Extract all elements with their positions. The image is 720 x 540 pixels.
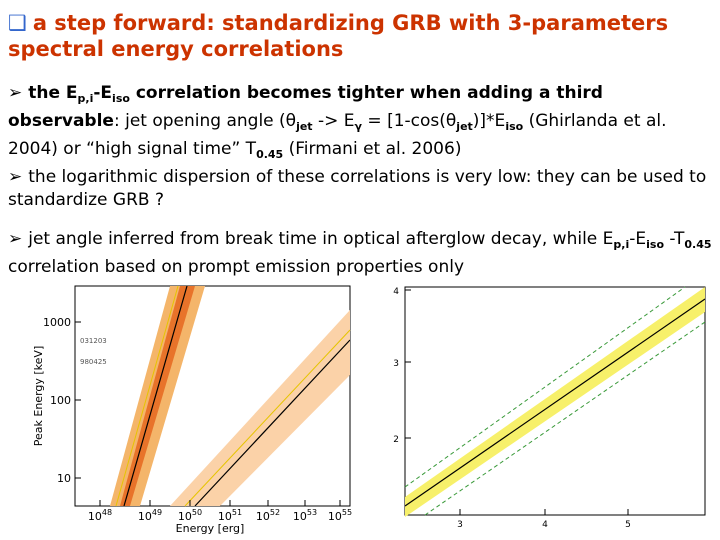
bullet-text: (Firmani et al. 2006)	[283, 139, 462, 159]
x-axis-label: Energy [erg]	[176, 522, 245, 535]
bullet-text: the logarithmic dispersion of these corr…	[8, 167, 707, 210]
y-tick-label: 3	[393, 359, 399, 369]
tick-base: 10	[138, 510, 152, 523]
bullet-text: jet	[296, 120, 313, 133]
bullet-text: jet	[456, 120, 473, 133]
x-tick-label: 1052	[256, 508, 280, 523]
bullet-text: θ	[445, 111, 457, 131]
y-axis-label: Peak Energy [keV]	[32, 346, 45, 446]
bullet-text: iso	[112, 92, 130, 105]
bullet-text: -T	[664, 229, 685, 249]
bullet-text: = [1-cos(	[362, 111, 446, 131]
tick-exponent: 52	[270, 508, 280, 517]
y-tick-label: 10	[57, 472, 71, 485]
bullet: ➢ the Ep,i-Eiso correlation becomes tight…	[8, 83, 667, 161]
tick-exponent: 50	[192, 508, 202, 517]
x-tick-label: 1049	[138, 508, 162, 523]
bullet-text: )]*E	[472, 111, 506, 131]
tick-base: 10	[178, 510, 192, 523]
x-tick-label: 4	[542, 520, 548, 530]
x-tick-label: 1055	[328, 508, 352, 523]
bullet-text: p,i	[77, 92, 94, 105]
annotation: 980425	[80, 358, 107, 366]
band	[120, 286, 195, 506]
right-figure: 4 3 2 3 4 5	[393, 286, 706, 530]
bullet-text: jet angle inferred from break time in op…	[28, 229, 614, 249]
bullet-text: iso	[505, 120, 524, 133]
bullet-text: -E	[629, 229, 647, 249]
fit-line	[184, 329, 351, 507]
bullet-text: -> E	[312, 111, 355, 131]
y-tick-label: 4	[393, 287, 399, 297]
bullet-text: γ	[354, 120, 363, 133]
bullet: ➢ the logarithmic dispersion of these cor…	[8, 167, 707, 210]
fit-line	[194, 339, 351, 507]
annotation: 031203	[80, 337, 107, 345]
fit-line	[404, 298, 706, 507]
bullet-text: 0.45	[256, 148, 284, 161]
bullet: ➢ jet angle inferred from break time in o…	[8, 229, 712, 277]
tick-base: 10	[256, 510, 270, 523]
fit-line	[404, 286, 686, 488]
tick-base: 10	[293, 510, 307, 523]
x-tick-label: 1048	[88, 508, 112, 523]
bullet-text: iso	[646, 238, 664, 251]
y-tick-label: 1000	[43, 316, 71, 329]
x-tick-label: 3	[457, 520, 463, 530]
y-tick-label: 2	[393, 435, 399, 445]
left-figure: Peak Energy [keV] Energy [erg] 031203 98…	[32, 285, 352, 535]
fit-line	[115, 285, 179, 507]
title-text: a step forward: standardizing GRB with 3…	[8, 11, 669, 61]
bullet-text: 0.45	[684, 238, 712, 251]
x-tick-label: 1050	[178, 508, 202, 523]
tick-base: 10	[88, 510, 102, 523]
tick-exponent: 49	[152, 508, 162, 517]
fit-line	[424, 321, 706, 516]
x-tick-label: 1053	[293, 508, 317, 523]
x-tick-label: 1051	[218, 508, 242, 523]
tick-exponent: 51	[232, 508, 242, 517]
fit-line	[123, 285, 188, 507]
bullet-text: correlation becomes tighter when adding …	[129, 83, 603, 103]
tick-exponent: 55	[342, 508, 352, 517]
y-tick-label: 100	[50, 394, 71, 407]
tick-exponent: 48	[102, 508, 112, 517]
tick-base: 10	[218, 510, 232, 523]
tick-exponent: 53	[307, 508, 317, 517]
bullet-text: -E	[93, 83, 113, 103]
tick-base: 10	[328, 510, 342, 523]
bullet-text: (Ghirlanda et al. 2004) or “high signal …	[8, 111, 667, 159]
bullet-text: θ	[285, 111, 297, 131]
bullet-text: p,i	[613, 238, 630, 251]
x-tick-label: 5	[625, 520, 631, 530]
bullet-text: correlation based on prompt emission pro…	[8, 257, 465, 277]
slide-title: ❑ a step forward: standardizing GRB with …	[8, 11, 669, 61]
bullet-text: : jet opening angle (	[113, 111, 286, 131]
bullet-text: the E	[28, 83, 78, 103]
band	[170, 310, 350, 506]
bullet-text: observable	[8, 111, 114, 131]
